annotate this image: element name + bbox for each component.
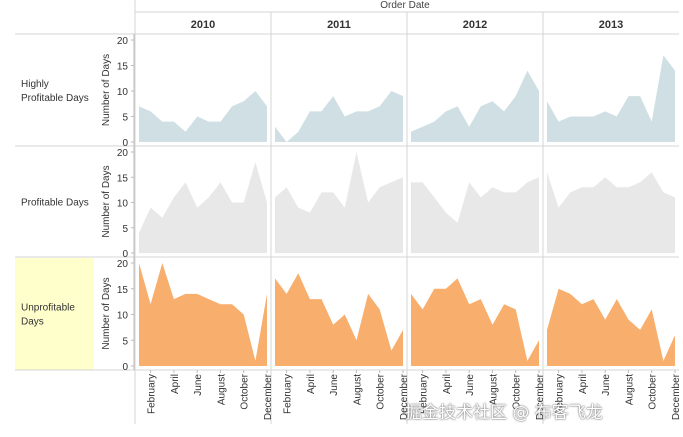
- row-label: Profitable Days: [21, 198, 89, 209]
- x-tick-label: October: [376, 373, 387, 409]
- y-tick-label: 15: [117, 62, 129, 73]
- row-label: Highly: [21, 79, 49, 90]
- area-series-0-2013: [547, 55, 675, 142]
- x-tick-label: February: [555, 374, 566, 414]
- area-series-0-2012: [411, 70, 539, 142]
- area-series-1-2011: [275, 152, 403, 253]
- x-tick-label: December: [671, 373, 682, 420]
- y-tick-label: 15: [117, 285, 129, 296]
- row-label-highlight: [15, 258, 94, 370]
- watermark-text: 掘金技术社区 @ 布客飞龙: [405, 403, 603, 423]
- x-tick-label: December: [263, 373, 274, 420]
- column-header-title: Order Date: [380, 0, 430, 11]
- x-tick-label: April: [170, 374, 181, 394]
- x-tick-label: October: [240, 373, 251, 409]
- x-tick-label: April: [442, 374, 453, 394]
- year-header-2011: 2011: [327, 19, 351, 31]
- area-series-2-2010: [139, 263, 267, 366]
- x-tick-label: December: [399, 373, 410, 420]
- x-tick-label: June: [193, 374, 204, 396]
- y-tick-label: 5: [122, 224, 128, 235]
- y-tick-label: 15: [117, 173, 129, 184]
- row-label: Days: [21, 317, 44, 328]
- row-label: Profitable Days: [21, 93, 89, 104]
- x-tick-label: February: [283, 374, 294, 414]
- x-tick-label: August: [624, 374, 635, 405]
- y-tick-label: 0: [122, 138, 128, 149]
- year-header-2013: 2013: [599, 19, 623, 31]
- area-series-2-2013: [547, 288, 675, 366]
- x-tick-label: October: [648, 373, 659, 409]
- x-tick-label: August: [488, 374, 499, 405]
- x-tick-label: June: [465, 374, 476, 396]
- y-tick-label: 0: [122, 249, 128, 260]
- y-axis-title: Number of Days: [101, 277, 112, 349]
- x-tick-label: April: [578, 374, 589, 394]
- x-tick-label: February: [147, 374, 158, 414]
- area-series-2-2012: [411, 278, 539, 366]
- x-tick-label: April: [306, 374, 317, 394]
- area-series-2-2011: [275, 273, 403, 366]
- x-tick-label: June: [329, 374, 340, 396]
- year-header-2010: 2010: [191, 19, 215, 31]
- x-tick-label: August: [216, 374, 227, 405]
- area-series-0-2011: [275, 91, 403, 142]
- y-tick-label: 5: [122, 113, 128, 124]
- y-tick-label: 10: [117, 87, 129, 98]
- x-tick-label: June: [601, 374, 612, 396]
- x-tick-label: October: [512, 373, 523, 409]
- y-tick-label: 10: [117, 311, 129, 322]
- x-tick-label: August: [352, 374, 363, 405]
- y-tick-label: 5: [122, 336, 128, 347]
- y-axis-title: Number of Days: [101, 54, 112, 126]
- y-tick-label: 0: [122, 362, 128, 373]
- area-series-1-2012: [411, 177, 539, 253]
- row-label: Unprofitable: [21, 303, 75, 314]
- x-tick-label: February: [419, 374, 430, 414]
- y-tick-label: 20: [117, 259, 129, 270]
- y-axis-title: Number of Days: [101, 165, 112, 237]
- area-series-1-2013: [547, 172, 675, 253]
- x-tick-label: December: [535, 373, 546, 420]
- area-series-1-2010: [139, 162, 267, 253]
- year-header-2012: 2012: [463, 19, 487, 31]
- area-series-0-2010: [139, 91, 267, 142]
- y-tick-label: 10: [117, 199, 129, 210]
- y-tick-label: 20: [117, 148, 129, 159]
- y-tick-label: 20: [117, 36, 129, 47]
